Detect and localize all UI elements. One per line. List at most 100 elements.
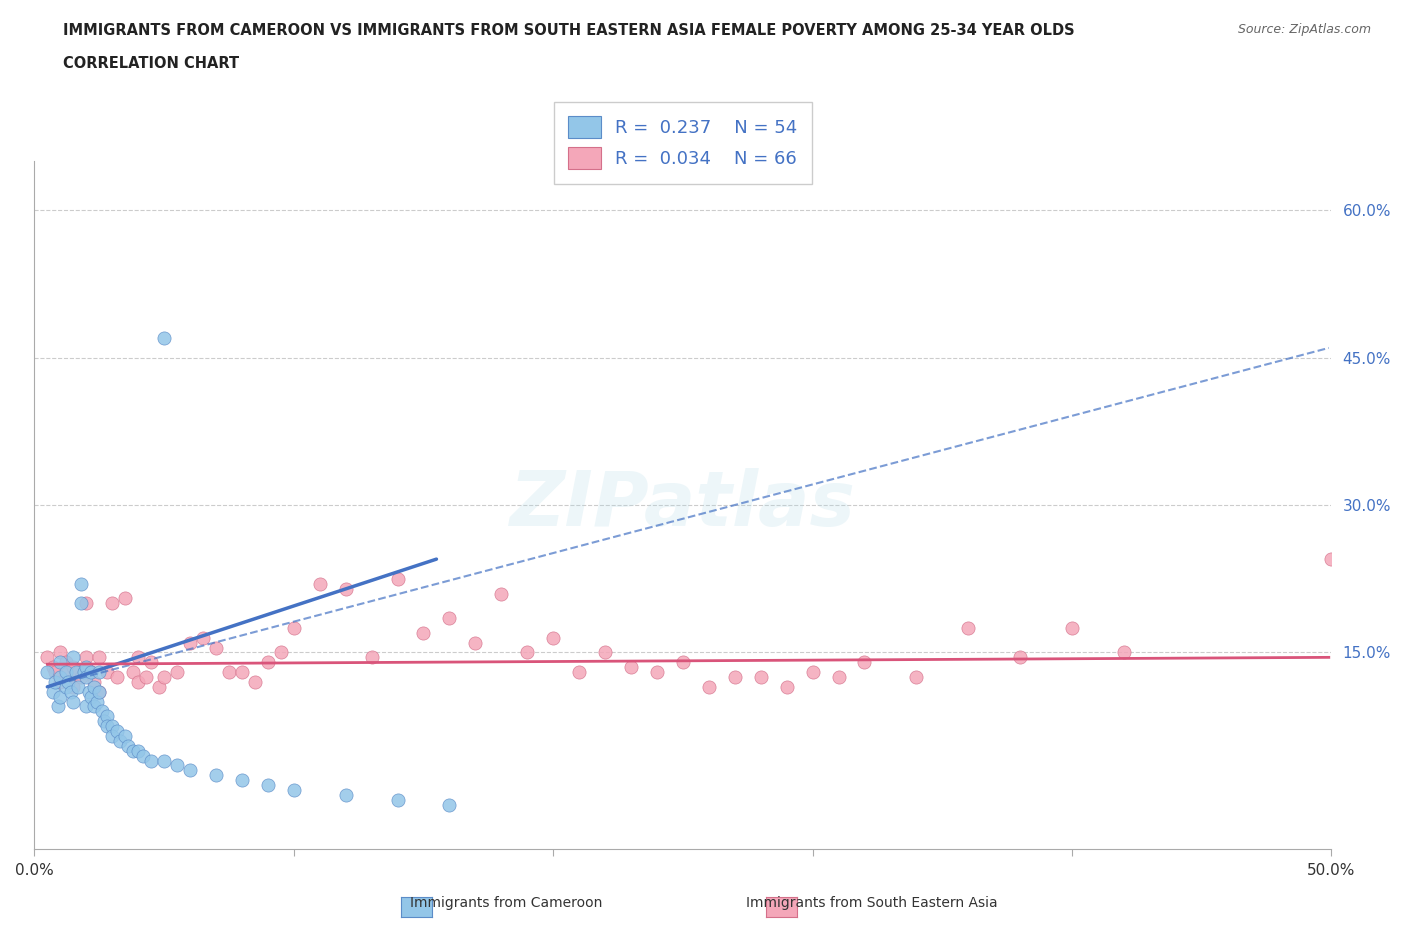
Point <box>117 738 139 753</box>
Point <box>243 674 266 689</box>
Point <box>139 753 162 768</box>
Point <box>96 709 118 724</box>
Point <box>135 670 157 684</box>
Point <box>46 699 69 714</box>
Point <box>593 645 616 660</box>
Point <box>568 665 591 680</box>
Point <box>83 674 105 689</box>
Point <box>541 631 564 645</box>
Point <box>231 773 253 788</box>
Point <box>41 659 63 674</box>
Point <box>49 689 72 704</box>
Point <box>464 635 486 650</box>
Point <box>439 611 461 626</box>
Point <box>108 734 131 749</box>
Point <box>77 684 100 699</box>
Point <box>270 645 292 660</box>
Point <box>122 743 145 758</box>
Point <box>256 655 278 670</box>
Point <box>853 655 876 670</box>
Point <box>749 670 772 684</box>
Point <box>56 674 79 689</box>
Point <box>1060 620 1083 635</box>
Point <box>283 620 305 635</box>
Point <box>132 748 155 763</box>
Point <box>93 713 115 728</box>
Point <box>101 719 124 734</box>
Point <box>44 674 66 689</box>
Point <box>62 659 84 674</box>
Point <box>1320 551 1343 566</box>
Point <box>105 724 128 738</box>
Point <box>387 792 409 807</box>
Text: Source: ZipAtlas.com: Source: ZipAtlas.com <box>1237 23 1371 36</box>
Point <box>67 680 90 695</box>
Point <box>49 670 72 684</box>
Point <box>49 655 72 670</box>
Point <box>59 684 82 699</box>
Point <box>114 728 136 743</box>
Point <box>80 665 103 680</box>
Point <box>49 645 72 660</box>
Point <box>387 571 409 586</box>
Point <box>75 650 97 665</box>
Point <box>775 680 797 695</box>
Point <box>75 596 97 611</box>
Point <box>37 650 59 665</box>
Legend: R =  0.237    N = 54, R =  0.034    N = 66: R = 0.237 N = 54, R = 0.034 N = 66 <box>554 101 811 183</box>
Point <box>516 645 538 660</box>
Point <box>75 659 97 674</box>
Point <box>90 704 112 719</box>
Point <box>179 635 201 650</box>
Point <box>96 665 118 680</box>
Point <box>105 670 128 684</box>
Point <box>827 670 849 684</box>
Point <box>44 665 66 680</box>
Point <box>127 743 149 758</box>
Point <box>231 665 253 680</box>
Point <box>65 665 87 680</box>
Point <box>439 797 461 812</box>
Point <box>127 650 149 665</box>
Point <box>37 665 59 680</box>
Point <box>67 665 90 680</box>
Point <box>70 670 93 684</box>
Point <box>256 777 278 792</box>
Point <box>96 719 118 734</box>
Point <box>41 684 63 699</box>
Point <box>89 684 111 699</box>
Point <box>148 680 170 695</box>
Point <box>80 689 103 704</box>
Point <box>491 586 513 601</box>
Point <box>1010 650 1032 665</box>
Point <box>360 650 382 665</box>
Point <box>139 655 162 670</box>
Point <box>89 684 111 699</box>
Text: CORRELATION CHART: CORRELATION CHART <box>63 56 239 71</box>
Point <box>153 670 176 684</box>
Point <box>905 670 928 684</box>
Text: ZIPatlas: ZIPatlas <box>510 468 856 542</box>
Point <box>101 728 124 743</box>
Point <box>957 620 980 635</box>
Point <box>153 331 176 346</box>
Point <box>205 640 228 655</box>
Point <box>335 788 357 803</box>
Point <box>724 670 747 684</box>
Point <box>101 596 124 611</box>
Point <box>75 670 97 684</box>
Text: IMMIGRANTS FROM CAMEROON VS IMMIGRANTS FROM SOUTH EASTERN ASIA FEMALE POVERTY AM: IMMIGRANTS FROM CAMEROON VS IMMIGRANTS F… <box>63 23 1076 38</box>
Point <box>86 694 108 709</box>
Point <box>645 665 668 680</box>
Point <box>89 650 111 665</box>
Point <box>55 655 77 670</box>
Point <box>73 665 96 680</box>
Point <box>166 665 188 680</box>
Point <box>127 674 149 689</box>
Point <box>153 753 176 768</box>
Point <box>283 782 305 797</box>
Point <box>412 625 434 640</box>
Point <box>49 674 72 689</box>
Point <box>56 665 79 680</box>
Point <box>80 665 103 680</box>
